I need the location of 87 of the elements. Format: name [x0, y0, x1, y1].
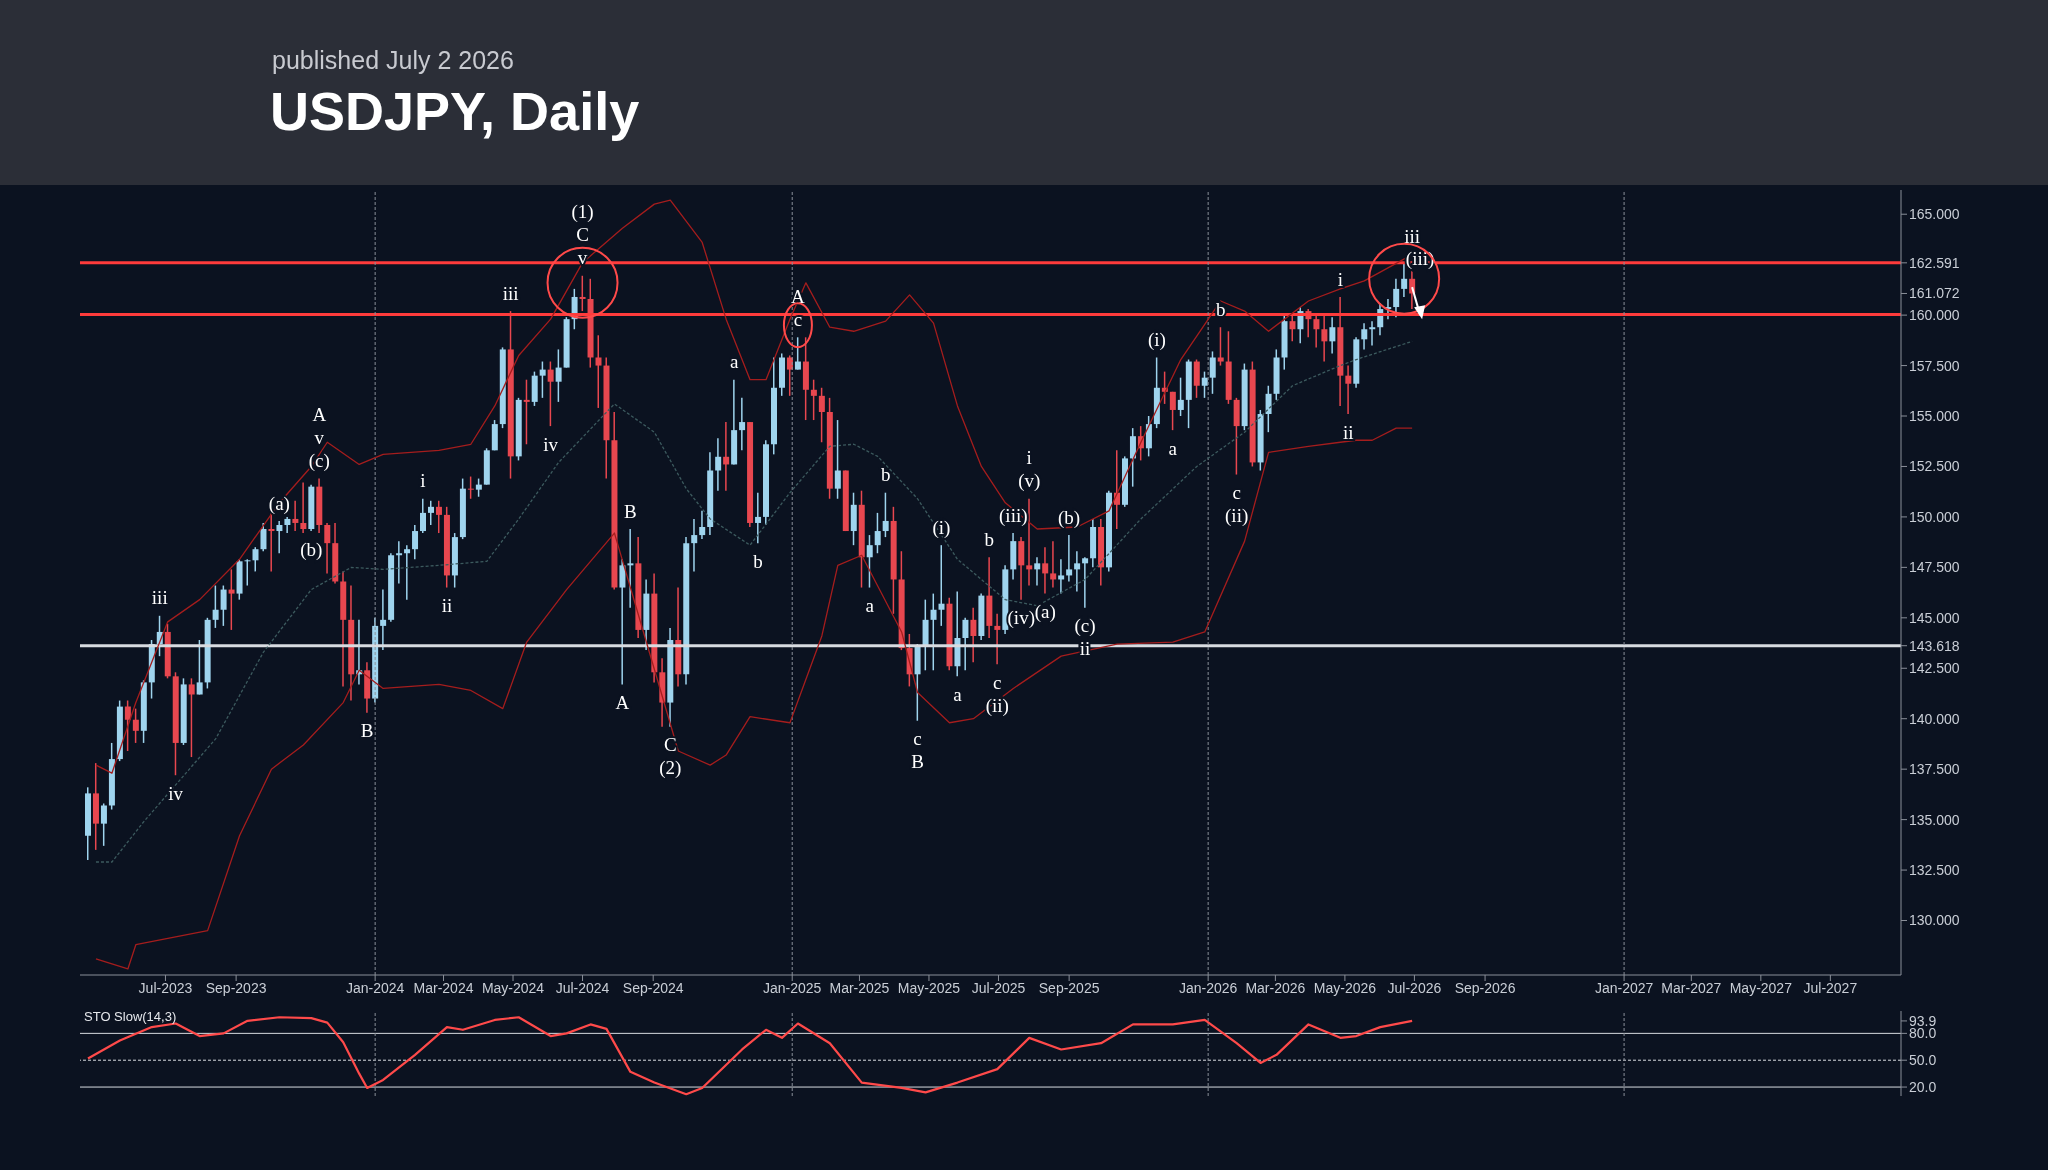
annotation: A — [615, 692, 630, 714]
x-tick-label: Jan-2024 — [345, 979, 405, 996]
x-tick-label: Jul-2026 — [1387, 979, 1442, 996]
y-tick-label: 145.000 — [1909, 609, 1960, 626]
annotation: (ii) — [1225, 505, 1249, 528]
annotation: (c) — [308, 450, 330, 473]
annotation: A — [312, 404, 327, 426]
y-tick-label: 135.000 — [1909, 811, 1960, 828]
x-tick-label: Mar-2026 — [1245, 979, 1306, 996]
annotation: (ii) — [985, 694, 1009, 717]
annotation: iii — [1404, 226, 1421, 248]
x-tick-label: Jul-2027 — [1803, 979, 1858, 996]
y-tick-label: 143.618 — [1909, 637, 1960, 654]
y-tick-label: 155.000 — [1909, 407, 1960, 424]
annotation: (b) — [1058, 506, 1081, 529]
x-tick-label: May-2025 — [897, 979, 961, 996]
annotation: b — [984, 528, 995, 550]
annotation: c — [793, 308, 803, 330]
x-tick-label: May-2024 — [481, 979, 545, 996]
annotation: (iv) — [1007, 607, 1035, 630]
annotation: C — [576, 224, 589, 246]
annotation: iv — [543, 433, 559, 455]
annotation: C — [663, 734, 677, 756]
annotation: b — [753, 550, 763, 572]
y-tick-label: 161.072 — [1909, 285, 1960, 302]
x-tick-label: Sep-2024 — [622, 979, 684, 996]
y-tick-label: 50.0 — [1909, 1052, 1937, 1069]
x-tick-label: Jul-2025 — [971, 979, 1026, 996]
x-tick-label: Mar-2025 — [829, 979, 890, 996]
annotation: (a) — [268, 492, 290, 515]
chart-title: USDJPY, Daily — [270, 80, 640, 142]
chart-subtitle: published July 2 2026 — [272, 46, 514, 75]
y-tick-label: 130.000 — [1909, 912, 1960, 929]
annotation: A — [791, 285, 806, 307]
annotation: ii — [1343, 421, 1354, 443]
annotation: (1) — [571, 201, 594, 224]
y-tick-label: 140.000 — [1909, 710, 1960, 727]
y-tick-label: 150.000 — [1909, 508, 1960, 525]
annotation: (i) — [932, 516, 951, 539]
annotation: B — [360, 720, 374, 742]
y-tick-label: 160.000 — [1909, 307, 1960, 324]
annotation: (c) — [1074, 615, 1096, 638]
annotation: c — [993, 671, 1002, 693]
chart-title: STO Slow(14,3) — [84, 1009, 177, 1024]
annotation: i — [1337, 268, 1343, 290]
y-tick-label: 132.500 — [1909, 862, 1960, 879]
annotation: (i) — [1147, 329, 1166, 352]
y-tick-label: 147.500 — [1909, 559, 1960, 576]
x-tick-label: May-2027 — [1729, 979, 1793, 996]
annotation: b — [880, 464, 891, 486]
y-tick-label: 152.500 — [1909, 458, 1960, 475]
y-tick-label: 165.000 — [1909, 206, 1960, 223]
annotation: B — [624, 500, 637, 522]
x-tick-label: Jan-2025 — [763, 979, 822, 996]
annotation: v — [314, 427, 325, 449]
annotation: ii — [441, 595, 453, 617]
annotation: i — [420, 470, 426, 492]
annotation: a — [729, 351, 739, 373]
x-tick-label: Jan-2027 — [1594, 979, 1654, 996]
y-tick-label: 137.500 — [1909, 761, 1960, 778]
x-tick-label: Sep-2023 — [205, 979, 267, 996]
x-tick-label: Jul-2024 — [555, 979, 610, 996]
annotation: iii — [151, 587, 168, 609]
y-tick-label: 157.500 — [1909, 357, 1960, 374]
annotation: a — [953, 683, 963, 705]
annotation: B — [911, 751, 924, 773]
annotation: c — [913, 728, 922, 750]
x-tick-label: Jan-2026 — [1178, 979, 1238, 996]
y-tick-label: 142.500 — [1909, 660, 1960, 677]
annotation: (v) — [1018, 470, 1041, 493]
x-tick-label: Mar-2027 — [1661, 979, 1722, 996]
annotation: a — [865, 595, 875, 617]
annotation: a — [1168, 437, 1178, 459]
x-tick-label: Mar-2024 — [413, 979, 474, 996]
annotation: iv — [168, 782, 184, 804]
x-tick-label: Sep-2026 — [1454, 979, 1516, 996]
y-tick-label: 162.591 — [1909, 254, 1960, 271]
annotation: (b) — [300, 538, 323, 561]
annotation: i — [1026, 447, 1032, 469]
annotation: (2) — [659, 757, 682, 780]
x-tick-label: Sep-2025 — [1038, 979, 1100, 996]
annotation: c — [1232, 482, 1241, 504]
annotation: iii — [502, 282, 519, 304]
x-tick-label: Jul-2023 — [138, 979, 193, 996]
y-tick-label: 20.0 — [1909, 1079, 1937, 1096]
annotation: (a) — [1034, 601, 1056, 624]
x-tick-label: May-2026 — [1313, 979, 1377, 996]
